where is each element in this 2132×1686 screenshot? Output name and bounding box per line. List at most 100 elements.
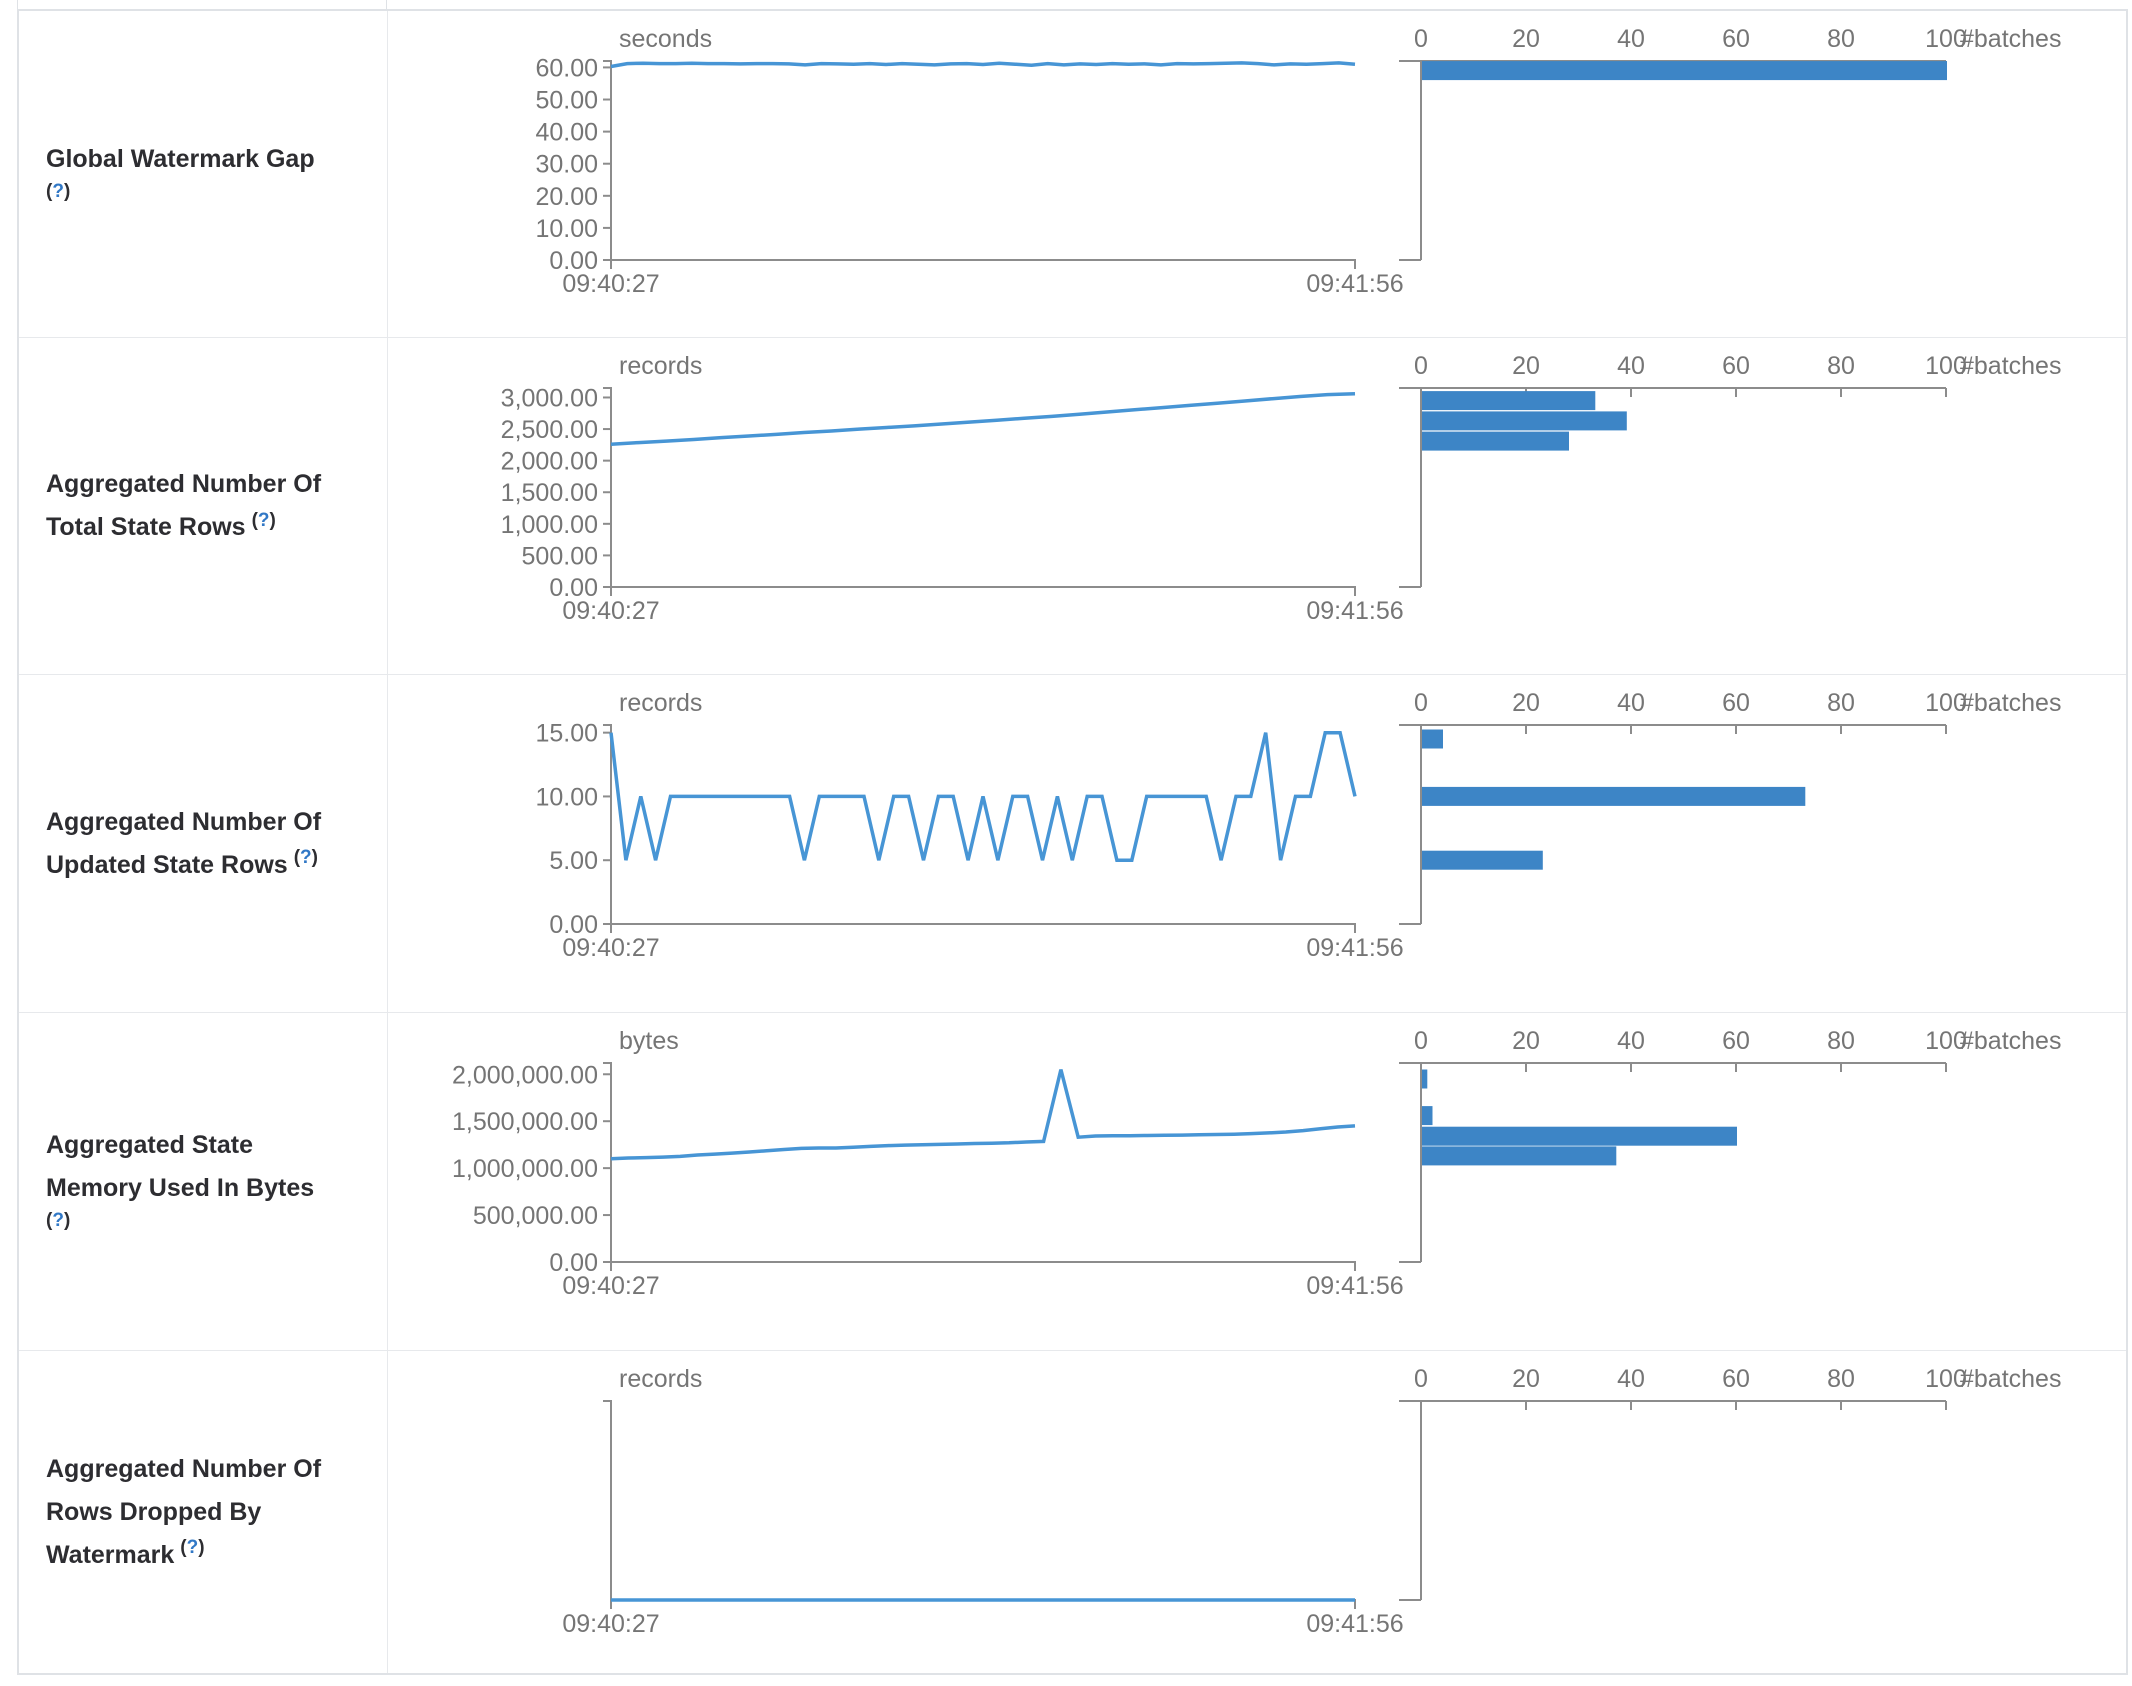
histogram-x-tick-label: 0 [1414, 352, 1428, 380]
outer-border-segment [17, 0, 18, 9]
timeline-and-histogram-chart: bytes 2,000,000.00 1,500,000.00 1,000,000.0… [452, 1027, 2061, 1300]
question-mark-icon[interactable]: ? [257, 509, 270, 531]
histogram-x-tick-label: 60 [1722, 1027, 1750, 1055]
histogram-x-tick-label: 20 [1512, 352, 1540, 380]
histogram-unit-label: #batches [1960, 1365, 2061, 1393]
timeline-y-axis [603, 387, 612, 587]
metric-charts-cell: records 15.00 10.00 5.00 0.00 09:40:27 09:41:5… [388, 675, 2126, 1012]
y-tick-label: 1,000.00 [501, 511, 598, 539]
histogram-unit-label: #batches [1960, 1027, 2061, 1055]
histogram-x-tick-label: 60 [1722, 689, 1750, 717]
metric-charts-cell: seconds 60.00 50.00 40.00 30.00 20.00 10.00 0.0… [388, 11, 2126, 337]
column-divider-segment [386, 0, 387, 9]
y-tick-label: 2,500.00 [501, 416, 598, 444]
histogram-bar [1422, 1106, 1433, 1126]
histogram-bar [1422, 729, 1443, 749]
histogram-x-tick-label: 20 [1512, 689, 1540, 717]
histogram-unit-label: #batches [1960, 689, 2061, 717]
histogram-x-tick-label: 20 [1512, 25, 1540, 53]
help-tooltip-trigger[interactable]: (?) [251, 509, 276, 531]
histogram-x-tick-label: 0 [1414, 25, 1428, 53]
histogram-bar [1422, 786, 1806, 806]
x-start-time-label: 09:40:27 [562, 1272, 659, 1300]
histogram-x-tick-label: 100 [1925, 25, 1967, 53]
histogram-x-tick-label: 0 [1414, 689, 1428, 717]
histogram-x-tick-label: 60 [1722, 352, 1750, 380]
y-tick-label: 1,500.00 [501, 479, 598, 507]
streaming-metrics-table: Global Watermark Gap (?) seconds 60.00 50.0… [17, 9, 2128, 1675]
metric-title-line: Rows Dropped By [46, 1497, 262, 1526]
y-tick-label: 0.00 [549, 911, 598, 939]
metric-charts-cell: bytes 2,000,000.00 1,500,000.00 1,000,000.0… [388, 1013, 2126, 1350]
histogram-bar [1422, 61, 1947, 81]
y-tick-label: 2,000,000.00 [452, 1061, 598, 1089]
y-tick-label: 60.00 [535, 54, 598, 82]
question-mark-icon[interactable]: ? [186, 1537, 199, 1559]
timeline-and-histogram-chart: records 3,000.00 2,500.00 2,000.00 1,500.00 1… [501, 352, 2062, 625]
histogram-x-tick-label: 40 [1617, 1365, 1645, 1393]
question-mark-icon[interactable]: ? [300, 847, 312, 869]
metric-title-line: Global Watermark Gap [46, 144, 315, 173]
metric-timeline-line [610, 391, 1356, 446]
histogram-unit-label: #batches [1960, 352, 2061, 380]
timeline-y-axis [603, 1062, 612, 1262]
y-tick-label: 0.00 [549, 574, 598, 602]
timeline-and-histogram-chart: seconds 60.00 50.00 40.00 30.00 20.00 10.00 0.0… [535, 25, 2061, 298]
question-mark-icon[interactable]: ? [52, 180, 64, 202]
metric-title: Aggregated Number Of Rows Dropped By Water… [46, 1448, 387, 1577]
metric-title-line: Aggregated State [46, 1130, 253, 1159]
metric-timeline-line [610, 1069, 1356, 1161]
help-tooltip-trigger[interactable]: (?) [46, 180, 71, 202]
histogram-x-tick-label: 0 [1414, 1027, 1428, 1055]
metric-label-cell: Global Watermark Gap (?) [19, 11, 388, 337]
timeline-unit-label: bytes [619, 1027, 679, 1055]
metric-title-line: Aggregated Number Of [46, 807, 322, 836]
histogram-x-tick-label: 40 [1617, 1027, 1645, 1055]
metric-title-line: Updated State Rows (?) [46, 847, 318, 879]
x-start-time-label: 09:40:27 [562, 270, 659, 298]
x-start-time-label: 09:40:27 [562, 1610, 659, 1638]
histogram-x-tick-label: 40 [1617, 352, 1645, 380]
metric-title-line: Watermark (?) [46, 1537, 205, 1569]
y-tick-label: 50.00 [535, 87, 598, 115]
timeline-unit-label: records [619, 689, 702, 717]
help-tooltip-trigger[interactable]: (?) [180, 1537, 205, 1559]
help-tooltip-trigger[interactable]: (?) [46, 1209, 71, 1231]
histogram-x-tick-label: 80 [1827, 689, 1855, 717]
x-end-time-label: 09:41:56 [1306, 270, 1403, 298]
help-tooltip-trigger[interactable]: (?) [293, 847, 318, 869]
histogram-bar [1422, 391, 1596, 411]
y-tick-label: 3,000.00 [501, 384, 598, 412]
histogram-x-tick-label: 0 [1414, 1365, 1428, 1393]
histogram-x-tick-label: 80 [1827, 25, 1855, 53]
metric-row-rows-dropped-by-watermark: Aggregated Number Of Rows Dropped By Water… [19, 1350, 2126, 1673]
y-tick-label: 1,000,000.00 [452, 1155, 598, 1183]
histogram-bar [1422, 431, 1569, 451]
y-tick-label: 10.00 [535, 215, 598, 243]
metric-title: Aggregated State Memory Used In Bytes (?) [46, 1124, 387, 1240]
histogram-x-tick-label: 20 [1512, 1027, 1540, 1055]
metric-title: Aggregated Number Of Total State Rows (?) [46, 463, 387, 549]
histogram-x-tick-label: 60 [1722, 25, 1750, 53]
histogram-x-tick-label: 60 [1722, 1365, 1750, 1393]
timeline-unit-label: seconds [619, 25, 712, 53]
y-tick-label: 2,000.00 [501, 448, 598, 476]
x-end-time-label: 09:41:56 [1306, 1272, 1403, 1300]
metric-label-cell: Aggregated State Memory Used In Bytes (?) [19, 1013, 388, 1350]
timeline-x-axis [610, 259, 1356, 269]
metric-title-line: Memory Used In Bytes [46, 1173, 315, 1202]
histogram-bar [1422, 1126, 1737, 1146]
y-tick-label: 500,000.00 [473, 1202, 598, 1230]
metric-charts-cell: records 09:40:27 09:41:56 0 20 40 60 80 100 #batc… [388, 1351, 2126, 1673]
metric-title-line: Aggregated Number Of [46, 470, 322, 498]
timeline-y-axis [603, 60, 612, 260]
question-mark-icon[interactable]: ? [52, 1209, 64, 1231]
histogram-x-tick-label: 80 [1827, 352, 1855, 380]
metric-charts-cell: records 3,000.00 2,500.00 2,000.00 1,500.00 1… [388, 338, 2126, 674]
timeline-x-axis [610, 1261, 1356, 1271]
y-tick-label: 10.00 [535, 783, 598, 811]
x-start-time-label: 09:40:27 [562, 597, 659, 625]
table-top-edge [0, 0, 2132, 9]
y-tick-label: 1,500,000.00 [452, 1108, 598, 1136]
